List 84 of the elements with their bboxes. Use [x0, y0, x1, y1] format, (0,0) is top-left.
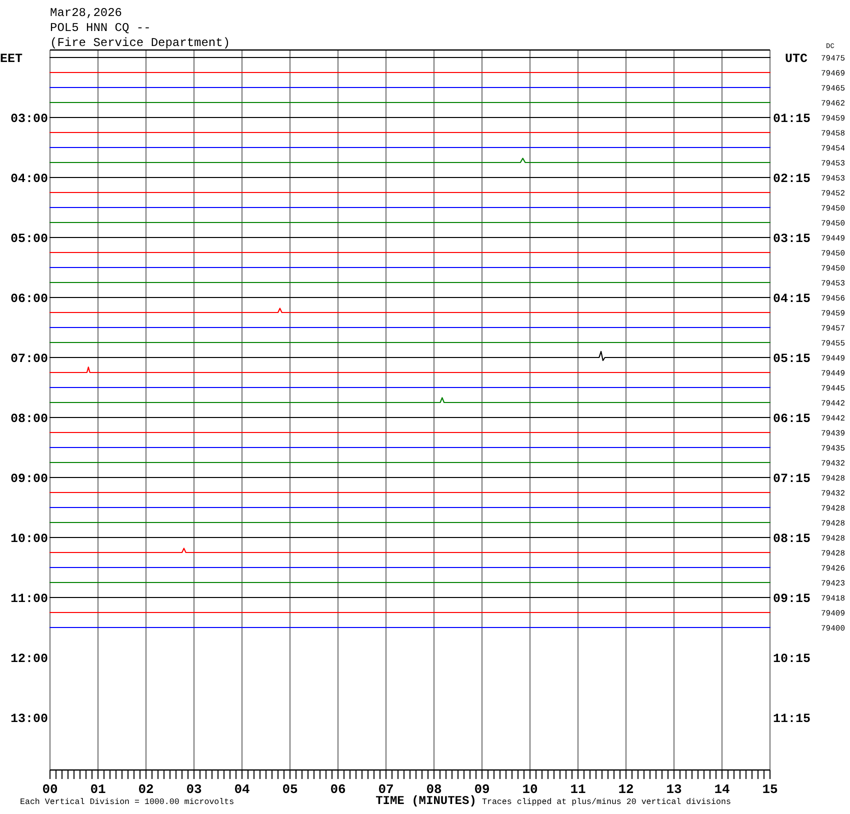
x-tick-label: 06	[330, 782, 346, 797]
y2-tick-label: 06:15	[773, 412, 811, 426]
text: 79465	[821, 84, 846, 94]
text: 79442	[821, 414, 846, 424]
text: 79456	[821, 294, 846, 304]
x-tick-label: 02	[138, 782, 154, 797]
x-tick-label: 04	[234, 782, 250, 797]
text: 79409	[821, 609, 846, 618]
text: 79453	[821, 159, 846, 168]
y2-tick-label: 08:15	[773, 532, 811, 546]
y-tick-label: 11:00	[10, 592, 48, 606]
text: 79428	[821, 504, 846, 514]
text: 79418	[821, 594, 846, 604]
text: 79457	[821, 324, 846, 334]
y-tick-label: 08:00	[10, 412, 48, 426]
y2-tick-label: 04:15	[773, 292, 811, 306]
text: 79459	[821, 309, 846, 318]
text: 79432	[821, 459, 846, 468]
text: 79459	[821, 114, 846, 124]
y2-tick-label: 10:15	[773, 652, 811, 666]
y-tick-label: 12:00	[10, 652, 48, 666]
x-tick-label: 09	[474, 782, 490, 797]
text: Traces clipped at plus/minus 20 vertical divisions	[482, 797, 731, 807]
x-tick-label: 13	[666, 782, 682, 797]
y2-axis-title: UTC	[785, 52, 808, 66]
y2-tick-label: 02:15	[773, 172, 811, 186]
text: 79439	[821, 429, 846, 438]
y-tick-label: 07:00	[10, 352, 48, 366]
x-tick-label: 05	[282, 782, 298, 797]
chart-subtitle: POL5 HNN CQ -- (Fire Service Department)	[50, 21, 230, 50]
text: 79450	[821, 249, 846, 258]
x-tick-label: 08	[426, 782, 442, 797]
text: 79450	[821, 219, 846, 228]
y-tick-label: 09:00	[10, 472, 48, 486]
text: 79428	[821, 519, 846, 528]
text: 79475	[821, 54, 846, 64]
y-tick-label: 04:00	[10, 172, 48, 186]
x-tick-label: 00	[42, 782, 58, 797]
y-tick-label: 10:00	[10, 532, 48, 546]
text: 79400	[821, 624, 846, 634]
x-tick-label: 01	[90, 782, 106, 797]
y2-tick-label: 01:15	[773, 112, 811, 126]
text: 79453	[821, 279, 846, 288]
text: 79428	[821, 549, 846, 558]
text: 79449	[821, 369, 846, 378]
y2-tick-label: 09:15	[773, 592, 811, 606]
text: Each Vertical Division = 1000.00 microvolts	[20, 797, 234, 807]
x-tick-label: 12	[618, 782, 634, 797]
text: 79454	[821, 144, 846, 154]
text: 79435	[821, 444, 846, 454]
text: 79423	[821, 579, 846, 588]
x-tick-label: 03	[186, 782, 202, 797]
text: 79462	[821, 99, 846, 108]
text: 79432	[821, 489, 846, 498]
text: 79445	[821, 384, 846, 394]
text: 79458	[821, 129, 846, 138]
text: 79450	[821, 204, 846, 214]
y2-tick-label: 11:15	[773, 712, 811, 726]
y2-tick-label: 03:15	[773, 232, 811, 246]
text: 79449	[821, 354, 846, 364]
y2-tick-label: 05:15	[773, 352, 811, 366]
text: 79442	[821, 399, 846, 408]
text: 79426	[821, 564, 846, 574]
y-tick-label: 03:00	[10, 112, 48, 126]
y2-tick-label: 07:15	[773, 472, 811, 486]
text: 79453	[821, 174, 846, 184]
y-tick-label: 13:00	[10, 712, 48, 726]
text: 79452	[821, 189, 846, 198]
x-tick-label: 14	[714, 782, 730, 797]
text: 79428	[821, 474, 846, 484]
x-tick-label: 15	[762, 782, 778, 797]
x-tick-label: 10	[522, 782, 538, 797]
x-axis-title: TIME (MINUTES)	[376, 794, 476, 808]
x-tick-label: 11	[570, 782, 586, 797]
y-tick-label: 05:00	[10, 232, 48, 246]
text: 79428	[821, 534, 846, 544]
text: 79450	[821, 264, 846, 274]
text: 79449	[821, 234, 846, 244]
text: 79455	[821, 339, 846, 348]
chart-title: Mar28,2026	[50, 6, 122, 20]
text: 79469	[821, 69, 846, 78]
y-axis-title: EET	[0, 52, 23, 66]
y-tick-label: 06:00	[10, 292, 48, 306]
x-tick-label: 07	[378, 782, 394, 797]
